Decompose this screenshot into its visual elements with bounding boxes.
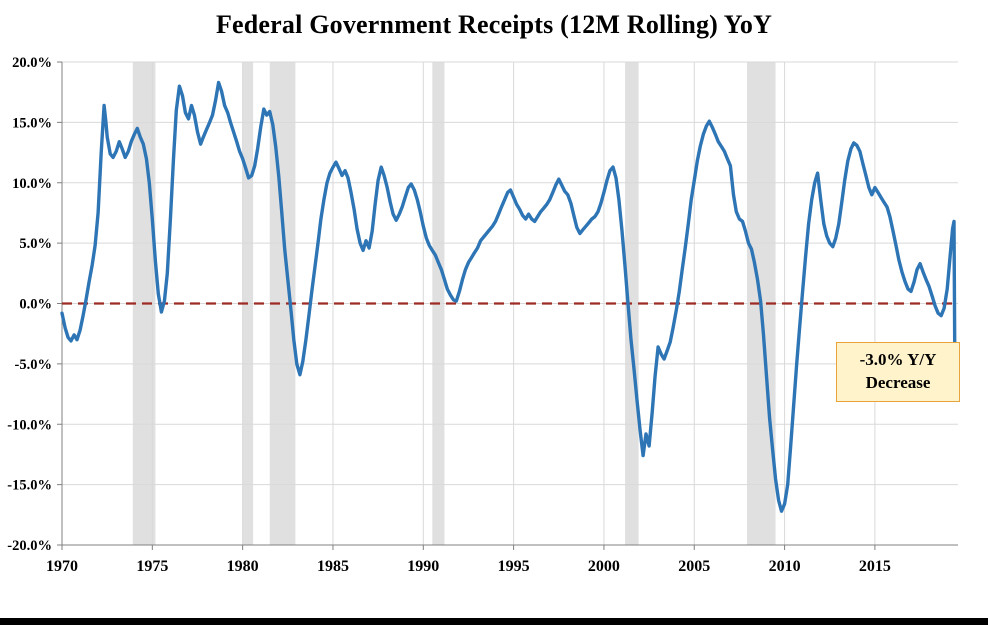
y-tick-label: -5.0%	[15, 357, 52, 373]
y-tick-label: -20.0%	[7, 538, 52, 554]
y-tick-label: 20.0%	[12, 55, 52, 71]
x-tick-label: 1970	[46, 558, 78, 575]
x-tick-label: 2015	[859, 558, 891, 575]
annotation-callout: -3.0% Y/Y Decrease	[836, 342, 960, 402]
x-tick-label: 2000	[588, 558, 620, 575]
y-tick-label: -15.0%	[7, 478, 52, 494]
x-tick-label: 1990	[407, 558, 439, 575]
y-tick-label: 5.0%	[19, 236, 52, 252]
bottom-border-bar	[0, 618, 988, 625]
annotation-line1: -3.0% Y/Y	[859, 350, 937, 369]
y-tick-label: 15.0%	[12, 115, 52, 131]
chart-title: Federal Government Receipts (12M Rolling…	[215, 10, 773, 39]
annotation-line2: Decrease	[865, 372, 931, 392]
y-tick-label: -10.0%	[7, 417, 52, 433]
x-tick-label: 2010	[769, 558, 801, 575]
series-line	[60, 80, 957, 513]
x-tick-label: 2005	[678, 558, 710, 575]
y-tick-label: 0.0%	[19, 297, 52, 313]
x-tick-label: 1995	[498, 558, 530, 575]
x-tick-label: 1980	[227, 558, 259, 575]
x-tick-label: 1985	[317, 558, 349, 575]
y-tick-label: 10.0%	[12, 176, 52, 192]
x-tick-label: 1975	[136, 558, 168, 575]
